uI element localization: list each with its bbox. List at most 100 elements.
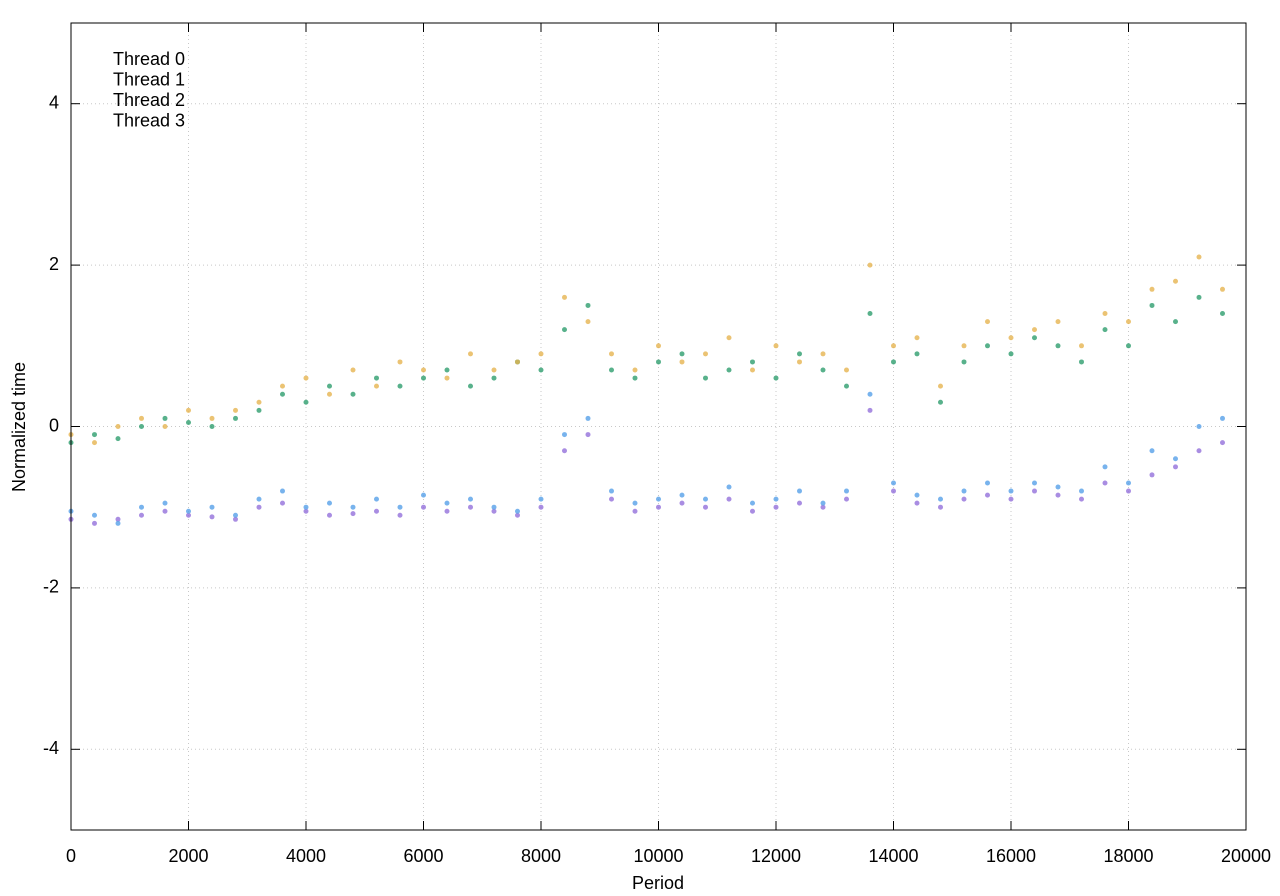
point <box>397 359 403 365</box>
point <box>233 415 238 421</box>
point <box>92 512 97 518</box>
x-tick-label: 6000 <box>403 846 443 866</box>
point <box>538 504 544 510</box>
point <box>703 351 708 357</box>
point <box>303 504 309 510</box>
point <box>938 383 943 389</box>
point <box>914 492 920 498</box>
point <box>961 496 967 502</box>
point <box>92 520 97 526</box>
point <box>844 383 849 389</box>
point <box>1173 319 1178 325</box>
point <box>374 508 379 514</box>
point <box>1220 440 1225 446</box>
point <box>656 504 661 510</box>
point <box>679 492 685 498</box>
point <box>1102 327 1108 333</box>
point <box>186 512 191 518</box>
point <box>1196 424 1202 429</box>
point <box>867 311 873 317</box>
point <box>303 399 309 405</box>
point <box>303 508 309 514</box>
point <box>491 367 497 373</box>
point <box>844 496 849 502</box>
point <box>1079 359 1084 365</box>
point <box>609 496 614 502</box>
point <box>444 508 450 514</box>
point <box>1126 319 1131 325</box>
point <box>1055 484 1061 490</box>
point <box>1149 302 1155 308</box>
point <box>891 359 896 365</box>
point <box>92 432 97 438</box>
point <box>491 375 497 381</box>
point <box>562 448 567 454</box>
point <box>491 504 497 510</box>
point <box>209 514 215 520</box>
point <box>985 319 990 325</box>
point <box>773 496 779 502</box>
y-tick-label: -4 <box>43 738 59 758</box>
point <box>1008 488 1014 494</box>
point <box>726 484 732 490</box>
point <box>679 359 685 365</box>
x-tick-label: 8000 <box>521 846 561 866</box>
point <box>1055 343 1061 349</box>
point <box>985 492 990 498</box>
point <box>1126 480 1131 486</box>
point <box>468 504 473 510</box>
point <box>280 488 285 494</box>
point <box>162 500 168 506</box>
point <box>656 496 661 502</box>
point <box>186 419 191 425</box>
point <box>938 399 943 405</box>
y-axis-title: Normalized time <box>9 362 29 492</box>
point <box>444 367 450 373</box>
point <box>773 375 779 381</box>
legend-label: Thread 3 <box>113 110 185 130</box>
point <box>562 327 567 333</box>
point <box>773 504 779 510</box>
point <box>233 512 238 518</box>
point <box>162 508 168 514</box>
point <box>256 496 262 502</box>
x-tick-label: 14000 <box>868 846 918 866</box>
point <box>1102 464 1108 470</box>
point <box>985 480 990 486</box>
point <box>820 351 826 357</box>
point <box>891 343 896 349</box>
y-tick-label: -2 <box>43 577 59 597</box>
point <box>444 375 450 381</box>
point <box>115 516 121 522</box>
point <box>1008 496 1014 502</box>
point <box>632 367 638 373</box>
point <box>1008 351 1014 357</box>
point <box>867 407 873 413</box>
point <box>703 504 708 510</box>
x-tick-label: 12000 <box>751 846 801 866</box>
point <box>773 343 779 349</box>
point <box>844 488 849 494</box>
point <box>374 496 379 502</box>
x-tick-label: 18000 <box>1103 846 1153 866</box>
point <box>421 367 426 373</box>
point <box>1220 311 1225 317</box>
point <box>1149 472 1155 478</box>
point <box>162 415 168 421</box>
point <box>562 294 567 300</box>
point <box>139 415 144 421</box>
point <box>703 496 708 502</box>
point <box>1079 488 1084 494</box>
point <box>562 432 567 438</box>
point <box>209 504 215 510</box>
point <box>280 391 285 397</box>
point <box>1079 343 1084 349</box>
point <box>280 383 285 389</box>
point <box>350 511 356 517</box>
point <box>750 508 755 514</box>
x-tick-label: 20000 <box>1221 846 1271 866</box>
point <box>961 359 967 365</box>
point <box>1196 294 1202 300</box>
point <box>609 367 614 373</box>
point <box>914 335 920 341</box>
